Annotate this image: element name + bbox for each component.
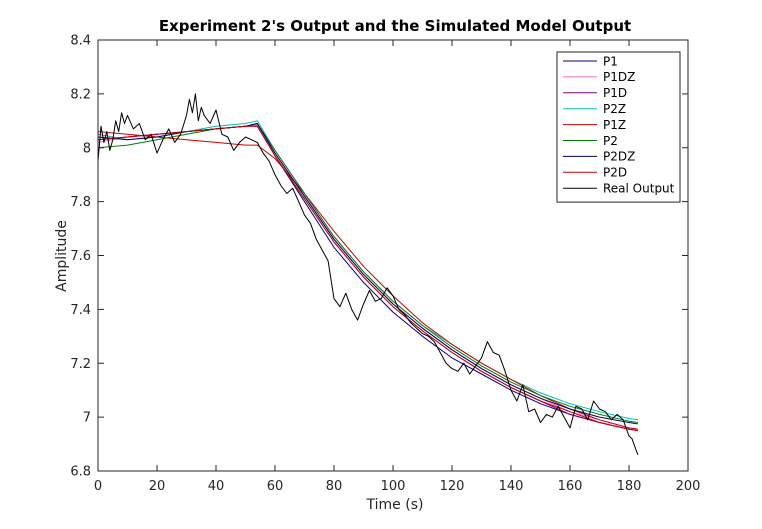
series-layer <box>97 93 639 455</box>
series-line-p1z <box>97 131 638 430</box>
legend-label: P2D <box>603 166 627 180</box>
legend-label: P1Z <box>603 118 626 132</box>
legend-label: P2 <box>603 134 618 148</box>
x-tick-label: 200 <box>676 479 701 494</box>
legend-label: Real Output <box>603 182 675 196</box>
x-tick-label: 40 <box>208 479 225 494</box>
y-tick-label: 8.4 <box>70 34 91 49</box>
legend-label: P1D <box>603 86 627 100</box>
x-tick-label: 80 <box>326 479 343 494</box>
x-tick-label: 140 <box>499 479 524 494</box>
x-tick-label: 0 <box>94 479 102 494</box>
legend: P1 P1DZ P1D P2Z P1Z P2 P2DZ P2D Real Output <box>556 51 681 203</box>
y-tick-label: 8 <box>83 141 91 156</box>
y-axis-label: Amplitude <box>54 220 70 292</box>
y-tick-label: 7.4 <box>70 303 91 318</box>
y-tick-label: 7 <box>83 411 91 426</box>
x-tick-label: 180 <box>617 479 642 494</box>
y-tick-label: 7.8 <box>70 195 91 210</box>
legend-label: P2DZ <box>603 150 635 164</box>
y-tick-label: 7.2 <box>70 357 91 372</box>
x-tick-label: 20 <box>149 479 166 494</box>
y-tick-label: 8.2 <box>70 87 91 102</box>
x-tick-label: 100 <box>381 479 406 494</box>
chart-title: Experiment 2's Output and the Simulated … <box>159 17 631 35</box>
y-tick-label: 6.8 <box>70 465 91 480</box>
x-tick-label: 160 <box>558 479 583 494</box>
x-tick-label: 60 <box>267 479 284 494</box>
ticks-layer: 0 20 40 60 80 100 120 140 160 180 200 6.8 7 7.2 7.4 7.6… <box>70 34 700 495</box>
series-line-p2 <box>97 123 638 423</box>
x-tick-label: 120 <box>440 479 465 494</box>
legend-label: P1 <box>603 54 618 68</box>
series-line-p2d <box>97 125 638 432</box>
y-tick-label: 7.6 <box>70 249 91 264</box>
legend-label: P1DZ <box>603 70 635 84</box>
legend-label: P2Z <box>603 102 626 116</box>
x-axis-label: Time (s) <box>366 497 424 513</box>
series-line-real-output <box>97 93 639 455</box>
